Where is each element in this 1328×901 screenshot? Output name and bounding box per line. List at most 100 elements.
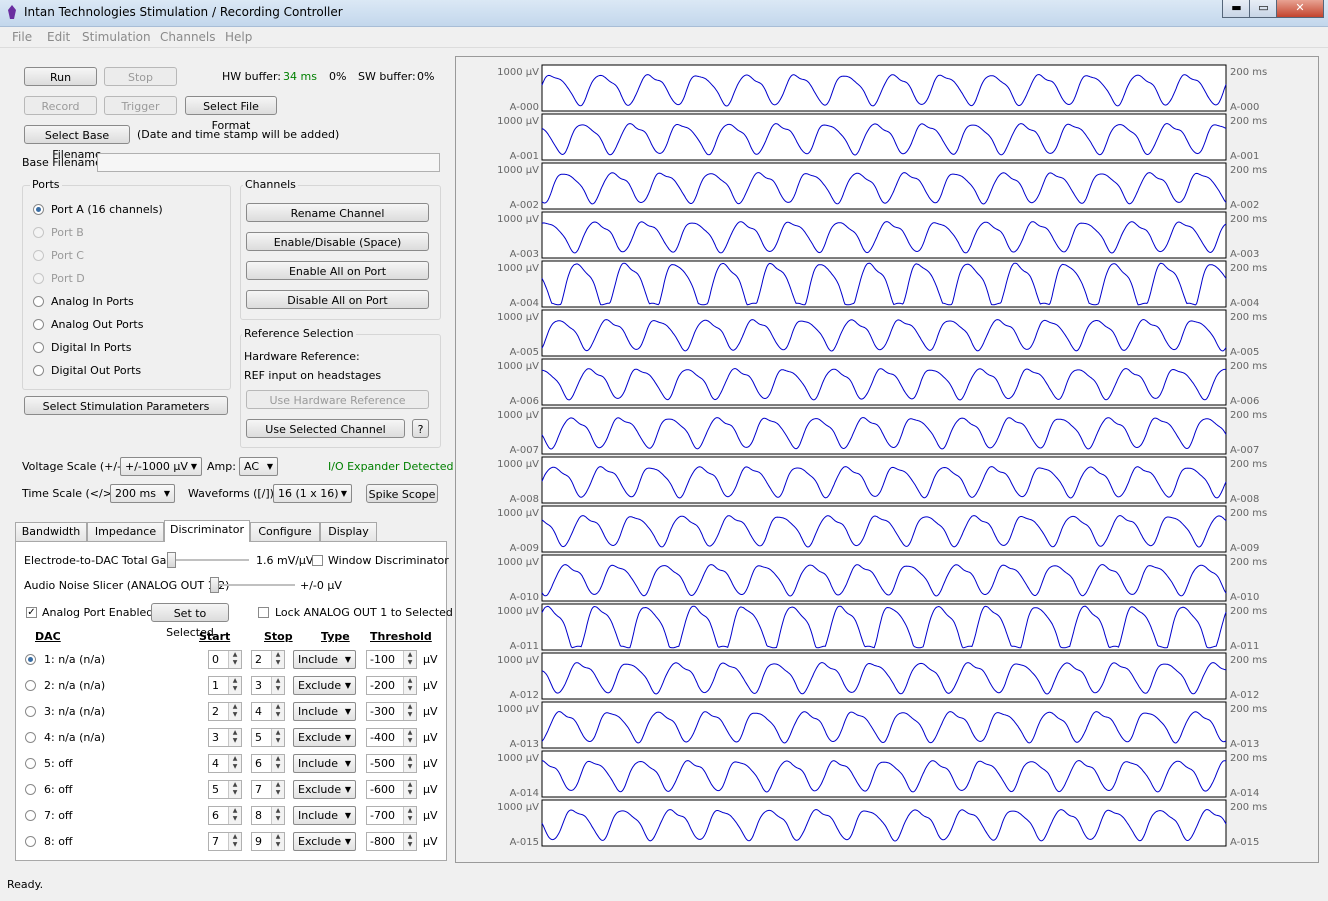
tab-discriminator[interactable]: Discriminator — [164, 520, 250, 542]
type-select[interactable]: Exclude ▼ — [293, 728, 356, 747]
threshold-spinbox[interactable]: -600 ▲ ▼ — [366, 780, 417, 799]
type-select[interactable]: Include ▼ — [293, 754, 356, 773]
disable-all-button[interactable]: Disable All on Port — [246, 290, 429, 309]
stop-spinbox[interactable]: 9 ▲ ▼ — [251, 832, 285, 851]
type-select[interactable]: Include ▼ — [293, 650, 356, 669]
set-to-selected-button[interactable]: Set to Selected — [151, 603, 229, 639]
menu-stimulation[interactable]: Stimulation — [82, 30, 151, 44]
stop-spinbox[interactable]: 3 ▲ ▼ — [251, 676, 285, 695]
threshold-spinbox[interactable]: -700 ▲ ▼ — [366, 806, 417, 825]
analog-port-enabled-checkbox[interactable]: ✓ — [26, 607, 37, 618]
minimize-button[interactable]: ▬ — [1222, 0, 1251, 18]
spin-arrows-icon[interactable]: ▲ ▼ — [228, 807, 241, 824]
threshold-spinbox[interactable]: -800 ▲ ▼ — [366, 832, 417, 851]
type-select[interactable]: Exclude ▼ — [293, 832, 356, 851]
use-selected-channel-button[interactable]: Use Selected Channel — [246, 419, 405, 438]
menu-edit[interactable]: Edit — [47, 30, 71, 44]
tab-bandwidth[interactable]: Bandwidth — [15, 522, 87, 541]
noise-slider-handle[interactable] — [210, 577, 219, 593]
tab-impedance[interactable]: Impedance — [87, 522, 164, 541]
start-spinbox[interactable]: 0 ▲ ▼ — [208, 650, 242, 669]
threshold-spinbox[interactable]: -300 ▲ ▼ — [366, 702, 417, 721]
stop-spinbox[interactable]: 2 ▲ ▼ — [251, 650, 285, 669]
voltage-scale-select[interactable]: +/-1000 μV ▼ — [120, 457, 202, 476]
spin-arrows-icon[interactable]: ▲ ▼ — [228, 781, 241, 798]
port-radio[interactable] — [33, 204, 44, 215]
spin-arrows-icon[interactable]: ▲ ▼ — [403, 729, 416, 746]
select-base-filename-button[interactable]: Select Base Filename — [24, 125, 130, 161]
spin-arrows-icon[interactable]: ▲ ▼ — [271, 729, 284, 746]
dac-radio[interactable] — [25, 758, 36, 769]
type-select[interactable]: Include ▼ — [293, 702, 356, 721]
spin-arrows-icon[interactable]: ▲ ▼ — [403, 651, 416, 668]
spin-arrows-icon[interactable]: ▲ ▼ — [271, 755, 284, 772]
dac-radio[interactable] — [25, 654, 36, 665]
tab-display[interactable]: Display — [320, 522, 377, 541]
port-radio[interactable] — [33, 227, 44, 238]
select-stimulation-parameters-button[interactable]: Select Stimulation Parameters — [24, 396, 228, 415]
start-spinbox[interactable]: 3 ▲ ▼ — [208, 728, 242, 747]
stop-button[interactable]: Stop — [104, 67, 177, 86]
amp-select[interactable]: AC ▼ — [239, 457, 278, 476]
time-scale-select[interactable]: 200 ms ▼ — [110, 484, 175, 503]
spin-arrows-icon[interactable]: ▲ ▼ — [403, 781, 416, 798]
gain-slider-handle[interactable] — [167, 552, 176, 568]
spin-arrows-icon[interactable]: ▲ ▼ — [228, 833, 241, 850]
spin-arrows-icon[interactable]: ▲ ▼ — [271, 677, 284, 694]
start-spinbox[interactable]: 6 ▲ ▼ — [208, 806, 242, 825]
spin-arrows-icon[interactable]: ▲ ▼ — [403, 807, 416, 824]
spin-arrows-icon[interactable]: ▲ ▼ — [271, 807, 284, 824]
start-spinbox[interactable]: 5 ▲ ▼ — [208, 780, 242, 799]
spin-arrows-icon[interactable]: ▲ ▼ — [271, 703, 284, 720]
dac-radio[interactable] — [25, 810, 36, 821]
stop-spinbox[interactable]: 8 ▲ ▼ — [251, 806, 285, 825]
dac-radio[interactable] — [25, 732, 36, 743]
close-button[interactable]: ✕ — [1276, 0, 1324, 18]
start-spinbox[interactable]: 1 ▲ ▼ — [208, 676, 242, 695]
waveform-plots[interactable]: 1000 μV A-000 200 ms A-000 1000 μV A-001 200 m… — [456, 57, 1318, 862]
type-select[interactable]: Include ▼ — [293, 806, 356, 825]
spin-arrows-icon[interactable]: ▲ ▼ — [271, 833, 284, 850]
stop-spinbox[interactable]: 5 ▲ ▼ — [251, 728, 285, 747]
spin-arrows-icon[interactable]: ▲ ▼ — [403, 703, 416, 720]
enable-disable-button[interactable]: Enable/Disable (Space) — [246, 232, 429, 251]
rename-channel-button[interactable]: Rename Channel — [246, 203, 429, 222]
spin-arrows-icon[interactable]: ▲ ▼ — [228, 703, 241, 720]
type-select[interactable]: Exclude ▼ — [293, 780, 356, 799]
port-radio[interactable] — [33, 296, 44, 307]
use-hardware-reference-button[interactable]: Use Hardware Reference — [246, 390, 429, 409]
maximize-button[interactable]: ▭ — [1249, 0, 1278, 18]
start-spinbox[interactable]: 2 ▲ ▼ — [208, 702, 242, 721]
reference-help-button[interactable]: ? — [412, 419, 429, 438]
record-button[interactable]: Record — [24, 96, 97, 115]
spin-arrows-icon[interactable]: ▲ ▼ — [403, 833, 416, 850]
stop-spinbox[interactable]: 7 ▲ ▼ — [251, 780, 285, 799]
port-radio[interactable] — [33, 342, 44, 353]
threshold-spinbox[interactable]: -100 ▲ ▼ — [366, 650, 417, 669]
spin-arrows-icon[interactable]: ▲ ▼ — [403, 677, 416, 694]
start-spinbox[interactable]: 7 ▲ ▼ — [208, 832, 242, 851]
menu-file[interactable]: File — [12, 30, 33, 44]
port-radio[interactable] — [33, 365, 44, 376]
spin-arrows-icon[interactable]: ▲ ▼ — [271, 651, 284, 668]
threshold-spinbox[interactable]: -400 ▲ ▼ — [366, 728, 417, 747]
window-discriminator-checkbox[interactable] — [312, 555, 323, 566]
type-select[interactable]: Exclude ▼ — [293, 676, 356, 695]
dac-radio[interactable] — [25, 680, 36, 691]
run-button[interactable]: Run — [24, 67, 97, 86]
port-radio[interactable] — [33, 273, 44, 284]
stop-spinbox[interactable]: 6 ▲ ▼ — [251, 754, 285, 773]
trigger-button[interactable]: Trigger — [104, 96, 177, 115]
spin-arrows-icon[interactable]: ▲ ▼ — [228, 651, 241, 668]
dac-radio[interactable] — [25, 706, 36, 717]
menu-help[interactable]: Help — [225, 30, 253, 44]
lock-analog-out-checkbox[interactable] — [258, 607, 269, 618]
spin-arrows-icon[interactable]: ▲ ▼ — [228, 677, 241, 694]
spin-arrows-icon[interactable]: ▲ ▼ — [228, 729, 241, 746]
enable-all-button[interactable]: Enable All on Port — [246, 261, 429, 280]
menu-channels[interactable]: Channels — [160, 30, 216, 44]
dac-radio[interactable] — [25, 784, 36, 795]
threshold-spinbox[interactable]: -500 ▲ ▼ — [366, 754, 417, 773]
stop-spinbox[interactable]: 4 ▲ ▼ — [251, 702, 285, 721]
base-filename-input[interactable] — [97, 153, 440, 172]
